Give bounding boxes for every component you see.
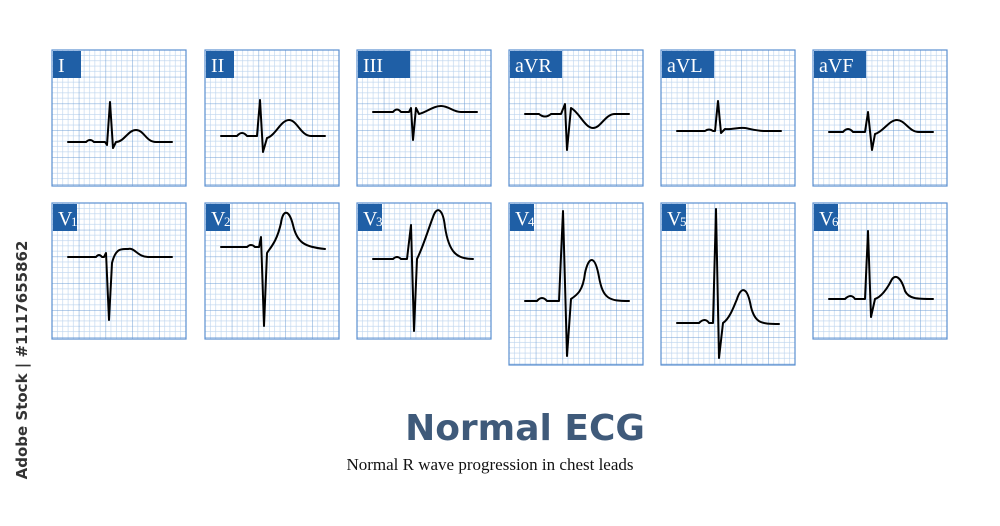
ecg-grid	[508, 202, 644, 366]
ecg-trace	[220, 99, 326, 153]
lead-label-box	[53, 51, 81, 78]
lead-subscript: 2	[224, 214, 231, 229]
lead-panel: V2	[204, 202, 340, 340]
lead-label-box	[510, 51, 562, 78]
lead-panel: aVL	[660, 49, 796, 187]
ecg-trace	[676, 208, 780, 359]
lead-panel: V4	[508, 202, 644, 366]
lead-label: aVR	[515, 55, 552, 77]
lead-label-box	[814, 204, 838, 231]
lead-subscript: 6	[832, 214, 839, 229]
lead-panel: V1	[51, 202, 187, 340]
ecg-trace	[524, 210, 630, 357]
lead-label: III	[363, 55, 383, 77]
lead-subscript: 5	[680, 214, 687, 229]
lead-subscript: 1	[71, 214, 78, 229]
lead-label: aVF	[819, 55, 853, 77]
lead-label-box	[206, 51, 234, 78]
watermark: Adobe Stock | #1117655862	[13, 241, 32, 480]
lead-panel: aVR	[508, 49, 644, 187]
subtitle: Normal R wave progression in chest leads	[346, 455, 633, 474]
ecg-trace	[67, 101, 173, 149]
lead-label-box	[510, 204, 534, 231]
lead-label: V	[819, 208, 834, 230]
ecg-trace	[676, 100, 782, 134]
lead-label: I	[58, 55, 65, 77]
lead-panel: aVF	[812, 49, 948, 187]
lead-label-box	[358, 51, 410, 78]
lead-panel: II	[204, 49, 340, 187]
lead-label: II	[211, 55, 224, 77]
lead-panel: I	[51, 49, 187, 187]
title: Normal ECG	[405, 408, 645, 449]
lead-label: V	[667, 208, 682, 230]
lead-subscript: 4	[528, 214, 535, 229]
ecg-trace	[524, 103, 630, 151]
lead-label: aVL	[667, 55, 703, 77]
lead-panel: V3	[356, 202, 492, 340]
lead-label: V	[363, 208, 378, 230]
ecg-trace	[828, 230, 934, 318]
lead-label: V	[515, 208, 530, 230]
lead-label-box	[206, 204, 230, 231]
ecg-trace	[372, 209, 474, 332]
lead-panel: V6	[812, 202, 948, 340]
lead-label-box	[358, 204, 382, 231]
lead-label: V	[58, 208, 73, 230]
lead-label-box	[814, 51, 866, 78]
lead-panel: V5	[660, 202, 796, 366]
ecg-trace	[372, 105, 478, 141]
lead-subscript: 3	[376, 214, 383, 229]
lead-label: V	[211, 208, 226, 230]
lead-label-box	[662, 51, 714, 78]
lead-label-box	[53, 204, 77, 231]
lead-panel: III	[356, 49, 492, 187]
ecg-trace	[67, 247, 173, 321]
ecg-trace	[828, 111, 934, 151]
ecg-trace	[220, 211, 326, 327]
lead-label-box	[662, 204, 686, 231]
